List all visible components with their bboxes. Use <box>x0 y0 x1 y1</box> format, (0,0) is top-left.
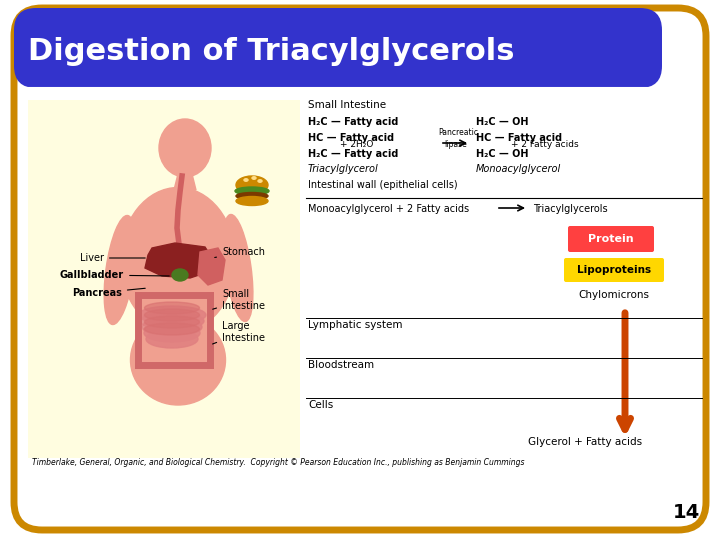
Polygon shape <box>174 174 196 190</box>
Polygon shape <box>198 248 225 285</box>
Text: Glycerol + Fatty acids: Glycerol + Fatty acids <box>528 437 642 447</box>
Text: Triacylglycerol: Triacylglycerol <box>308 164 379 174</box>
Ellipse shape <box>138 306 206 324</box>
Text: H₂C — Fatty acid: H₂C — Fatty acid <box>308 117 398 127</box>
Ellipse shape <box>258 180 262 183</box>
Text: H₂C — OH: H₂C — OH <box>476 117 528 127</box>
Text: Liver: Liver <box>80 253 145 263</box>
Text: + 2 Fatty acids: + 2 Fatty acids <box>511 140 579 149</box>
Text: Cells: Cells <box>308 400 333 410</box>
Ellipse shape <box>244 179 248 181</box>
Ellipse shape <box>120 187 235 333</box>
FancyBboxPatch shape <box>568 226 654 252</box>
Text: Small
Intestine: Small Intestine <box>212 289 265 311</box>
Ellipse shape <box>140 312 204 330</box>
Ellipse shape <box>145 316 199 328</box>
FancyBboxPatch shape <box>14 8 662 88</box>
Ellipse shape <box>252 177 256 179</box>
Text: Small Intestine: Small Intestine <box>308 100 386 110</box>
Ellipse shape <box>144 324 200 342</box>
Text: H₂C — Fatty acid: H₂C — Fatty acid <box>308 149 398 159</box>
Text: Bloodstream: Bloodstream <box>308 360 374 370</box>
Text: Timberlake, General, Organic, and Biological Chemistry.  Copyright © Pearson Edu: Timberlake, General, Organic, and Biolog… <box>32 458 524 467</box>
Ellipse shape <box>104 215 136 325</box>
Text: Chylomicrons: Chylomicrons <box>578 290 649 300</box>
Text: Digestion of Triacylglycerols: Digestion of Triacylglycerols <box>28 37 515 66</box>
Ellipse shape <box>236 197 268 206</box>
FancyBboxPatch shape <box>28 100 300 458</box>
Text: Lipoproteins: Lipoproteins <box>577 265 651 275</box>
Text: lipase: lipase <box>444 140 467 149</box>
Ellipse shape <box>159 119 211 177</box>
Text: Lymphatic system: Lymphatic system <box>308 320 402 330</box>
Text: Pancreatic: Pancreatic <box>438 128 478 137</box>
Text: 14: 14 <box>672 503 700 522</box>
Text: Protein: Protein <box>588 234 634 244</box>
Text: H₂C — OH: H₂C — OH <box>476 149 528 159</box>
Text: Pancreas: Pancreas <box>72 288 145 298</box>
Text: Intestinal wall (epithelial cells): Intestinal wall (epithelial cells) <box>308 180 458 190</box>
FancyBboxPatch shape <box>564 258 664 282</box>
Text: Monoacylglycerol + 2 Fatty acids: Monoacylglycerol + 2 Fatty acids <box>308 204 469 214</box>
Ellipse shape <box>142 318 202 336</box>
Ellipse shape <box>145 309 199 321</box>
Text: Monoacylglycerol: Monoacylglycerol <box>476 164 562 174</box>
FancyBboxPatch shape <box>14 8 706 530</box>
Text: Triacylglycerols: Triacylglycerols <box>533 204 608 214</box>
Ellipse shape <box>236 192 268 199</box>
Ellipse shape <box>145 323 199 335</box>
Ellipse shape <box>223 214 253 321</box>
Text: Gallbladder: Gallbladder <box>60 270 169 280</box>
Ellipse shape <box>235 187 269 195</box>
Ellipse shape <box>172 269 188 281</box>
Text: HC — Fatty acid: HC — Fatty acid <box>476 133 562 143</box>
Ellipse shape <box>236 176 268 194</box>
Text: Large
Intestine: Large Intestine <box>212 321 265 344</box>
Ellipse shape <box>145 302 199 314</box>
Polygon shape <box>145 243 212 278</box>
Ellipse shape <box>130 315 225 405</box>
Text: Stomach: Stomach <box>215 247 265 258</box>
Text: HC — Fatty acid: HC — Fatty acid <box>308 133 394 143</box>
Ellipse shape <box>146 330 198 348</box>
Text: + 2H₂O: + 2H₂O <box>340 140 374 149</box>
